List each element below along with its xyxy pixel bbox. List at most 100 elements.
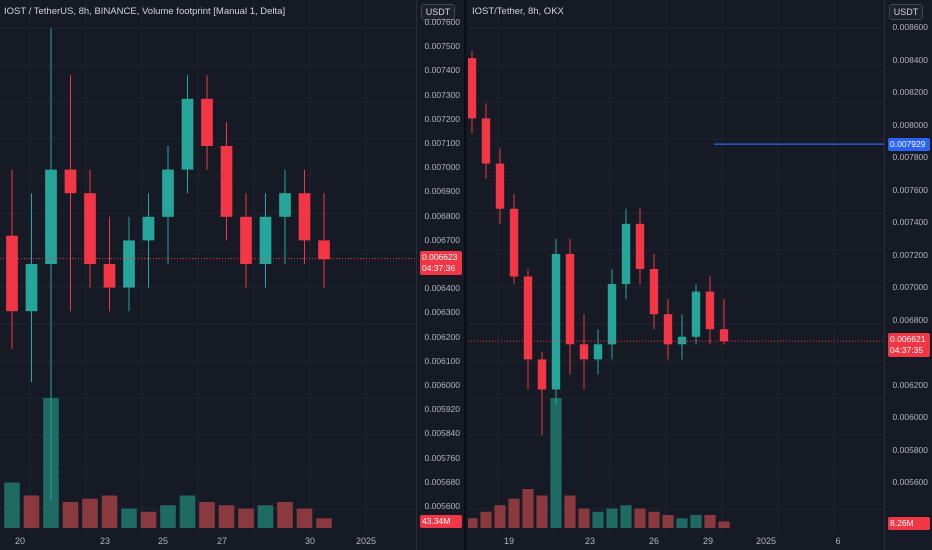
left-last-price-badge: 0.006623 04:37:36 [420,250,462,275]
candle-body [220,146,233,217]
price-tick-label: 0.007800 [892,152,928,162]
candle-body [621,223,631,285]
volume-bar [4,482,20,528]
price-tick-label: 0.007300 [424,89,460,100]
price-tick-label: 0.005760 [424,452,460,463]
volume-bar [121,508,137,528]
price-tick-label: 0.007500 [424,41,460,52]
time-tick-label: 26 [648,536,660,546]
time-tick-label: 6 [835,536,841,546]
left-countdown: 04:37:36 [422,262,456,273]
price-tick-label: 0.005800 [892,444,928,455]
time-tick-label: 27 [216,536,228,546]
left-chart-pane[interactable]: IOST / TetherUS, 8h, BINANCE, Volume foo… [0,0,466,550]
left-time-axis[interactable]: 20 23 25 27 30 2025 [0,534,418,550]
candle-body [298,193,311,241]
volume-bar [140,511,157,528]
time-tick-label: 2025 [355,536,377,546]
time-tick-label: 23 [99,536,111,546]
volume-bar [23,495,40,528]
volume-bar [468,518,478,528]
candle-body [649,269,659,315]
candle-body [579,344,589,360]
left-currency-button[interactable]: USDT [421,4,455,20]
volume-bar [592,511,604,528]
price-tick-label: 0.006200 [424,331,460,342]
volume-bar [218,505,235,528]
volume-bar [648,511,660,528]
right-countdown: 04:37:35 [890,345,924,356]
candle-body [181,98,194,170]
price-tick-label: 0.005600 [424,501,460,511]
volume-bar [662,515,674,528]
volume-bar [160,505,176,528]
right-currency-button[interactable]: USDT [889,4,923,20]
right-chart-pane[interactable]: IOST/Tether, 8h, OKX USDT 0.008600 0.0084… [468,0,932,550]
volume-bar [179,495,196,528]
volume-bar [704,515,716,528]
candle-body [509,208,519,277]
volume-bar [634,508,646,528]
candle-body [103,264,116,288]
price-tick-label: 0.005600 [892,477,928,487]
price-tick-label: 0.006000 [892,412,928,422]
candle-body [551,253,561,390]
price-tick-label: 0.006800 [892,314,928,325]
volume-bar [718,521,730,528]
volume-bar [676,518,688,528]
candle-body [279,193,291,217]
candle-body [663,314,673,345]
right-chart-svg [468,0,884,534]
candle-body [240,216,252,264]
candle-body [201,98,213,146]
candle-body [64,169,77,194]
price-tick-label: 0.008200 [892,87,928,97]
time-tick-label: 25 [157,536,169,546]
volume-bar [257,505,274,528]
price-tick-label: 0.008000 [892,119,928,130]
candle-body [705,291,715,330]
volume-bar [480,511,492,528]
time-tick-label: 30 [304,536,316,546]
time-tick-label: 23 [584,536,596,546]
left-plot-area[interactable] [0,0,418,550]
price-tick-label: 0.007600 [892,184,928,195]
volume-bar [101,495,118,528]
candle-body [162,169,174,217]
price-tick-label: 0.006900 [424,186,460,197]
left-price-scale[interactable]: USDT 0.007600 0.007500 0.007400 0.007300 0.0… [416,0,464,550]
price-tick-label: 0.007600 [424,17,460,27]
price-tick-label: 0.007000 [892,282,928,292]
candle-body [84,193,96,264]
volume-bar [606,508,618,528]
price-tick-label: 0.007200 [892,249,928,260]
volume-bar [564,495,576,528]
right-volume-badge: 8.26M [888,517,930,530]
price-tick-label: 0.007200 [424,113,460,124]
left-last-price: 0.006623 [422,251,458,262]
volume-bar [238,508,254,528]
candle-body [45,169,57,264]
price-tick-label: 0.005680 [424,476,460,487]
volume-bar [199,502,215,528]
time-tick-label: 20 [14,536,26,546]
candle-body [607,284,617,345]
volume-bar [508,498,520,528]
price-tick-label: 0.008400 [892,54,928,65]
candle-body [468,58,477,119]
candle-body [593,344,603,360]
volume-bar [690,515,702,528]
right-price-scale[interactable]: USDT 0.008600 0.008400 0.008200 0.008000 0.0… [884,0,932,550]
volume-bar [62,502,79,528]
candle-body [719,329,729,342]
candle-body [523,276,533,360]
volume-bar [296,508,313,528]
candle-body [677,336,687,345]
right-plot-area[interactable] [468,0,884,550]
right-last-price-badge: 0.006621 04:37:35 [888,333,930,358]
candle-body [537,359,547,390]
right-time-axis[interactable]: 19 23 26 29 2025 6 [468,534,884,550]
volume-bar [277,502,293,528]
candle-body [123,240,135,288]
right-hline-price-badge: 0.007929 [888,138,930,152]
